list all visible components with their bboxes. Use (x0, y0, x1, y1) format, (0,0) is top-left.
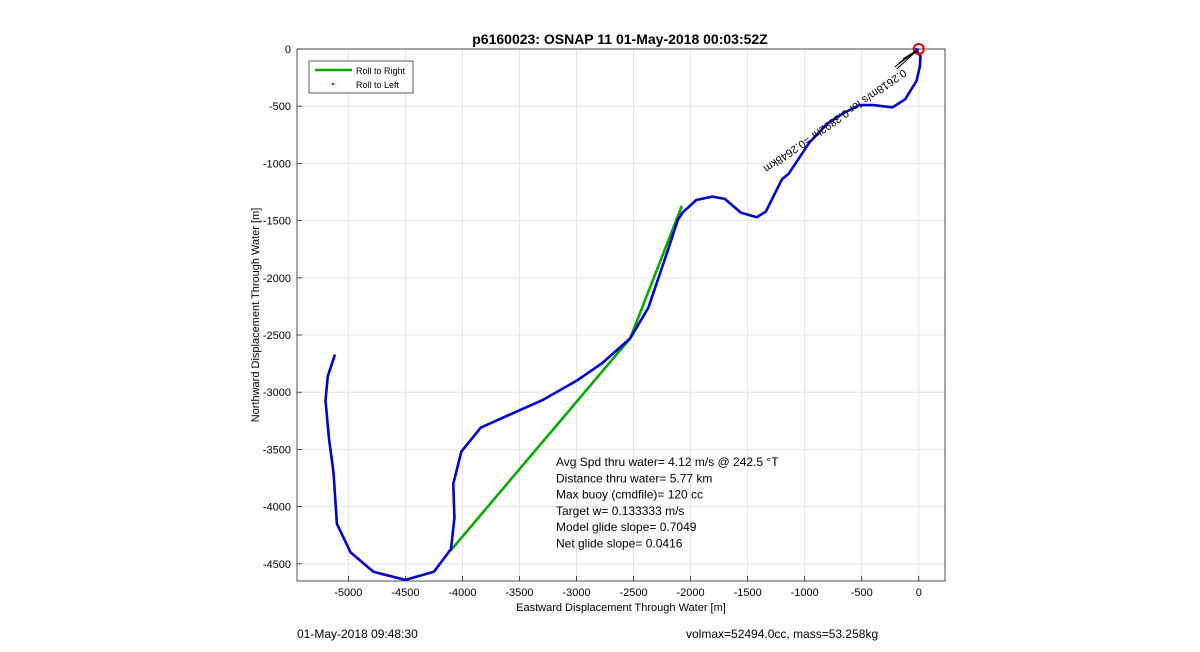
series-track-1 (324, 47, 922, 582)
x-tick-label: -2000 (677, 587, 705, 599)
y-tick-label: -3000 (263, 387, 291, 399)
x-tick-label: -3000 (562, 587, 590, 599)
current-arrow-line (896, 48, 920, 70)
legend: Roll to Right Roll to Left (308, 60, 414, 94)
x-tick-label: -3500 (505, 587, 533, 599)
stats-annotation-line: Model glide slope= 0.7049 (556, 520, 697, 534)
y-ticks: 0 -500 -1000 -1500 -2000 -2500 -3000 -3500 -4000… (263, 44, 302, 571)
current-arrow-line (902, 48, 920, 60)
stats-annotation-line: Avg Spd thru water= 4.12 m/s @ 242.5 °T (556, 455, 779, 469)
y-tick-label: -1000 (263, 158, 291, 170)
stats-annotations: Avg Spd thru water= 4.12 m/s @ 242.5 °T D… (556, 455, 779, 551)
x-tick-label: -4500 (391, 587, 419, 599)
y-tick-label: -3500 (263, 444, 291, 456)
x-axis-label: Eastward Displacement Through Water [m] (516, 602, 726, 614)
y-tick-label: -1500 (263, 216, 291, 228)
plot-frame (296, 48, 946, 582)
x-tick-label: -1000 (791, 587, 819, 599)
legend-label-roll-left: Roll to Left (356, 80, 400, 90)
legend-label-roll-right: Roll to Right (356, 66, 406, 76)
y-tick-label: -4000 (263, 502, 291, 514)
x-tick-label: -2500 (619, 587, 647, 599)
legend-box (308, 60, 414, 94)
stats-annotation-line: Target w= 0.133333 m/s (556, 504, 684, 518)
chart-title: p6160023: OSNAP 11 01-May-2018 00:03:52Z (472, 31, 768, 47)
grid-lines (297, 48, 945, 581)
x-tick-label: -4000 (448, 587, 476, 599)
y-tick-label: 0 (285, 44, 291, 56)
y-tick-label: -500 (269, 101, 291, 113)
start-marker-circle (912, 43, 925, 55)
stats-annotation-line: Max buoy (cmdfile)= 120 cc (556, 488, 703, 502)
series-lines (324, 43, 925, 582)
stats-annotation-line: Distance thru water= 5.77 km (556, 471, 712, 485)
x-tick-label: -5000 (334, 587, 362, 599)
y-tick-label: -2000 (263, 273, 291, 285)
stats-annotation-line: Net glide slope= 0.0416 (556, 537, 683, 551)
x-ticks: -5000 -4500 -4000 -3500 -3000 -2500 -2000 -1500… (334, 576, 922, 599)
legend-swatch-roll-left (331, 82, 335, 86)
footer-timestamp: 01-May-2018 09:48:30 (297, 627, 418, 641)
footer-volmax-mass: volmax=52494.0cc, mass=53.258kg (686, 627, 879, 641)
x-tick-label: -500 (851, 587, 873, 599)
y-tick-label: -2500 (263, 330, 291, 342)
y-axis-label: Northward Displacement Through Water [m] (250, 208, 262, 423)
y-tick-label: -4500 (263, 559, 291, 571)
x-tick-label: 0 (916, 587, 922, 599)
x-tick-label: -1500 (734, 587, 762, 599)
